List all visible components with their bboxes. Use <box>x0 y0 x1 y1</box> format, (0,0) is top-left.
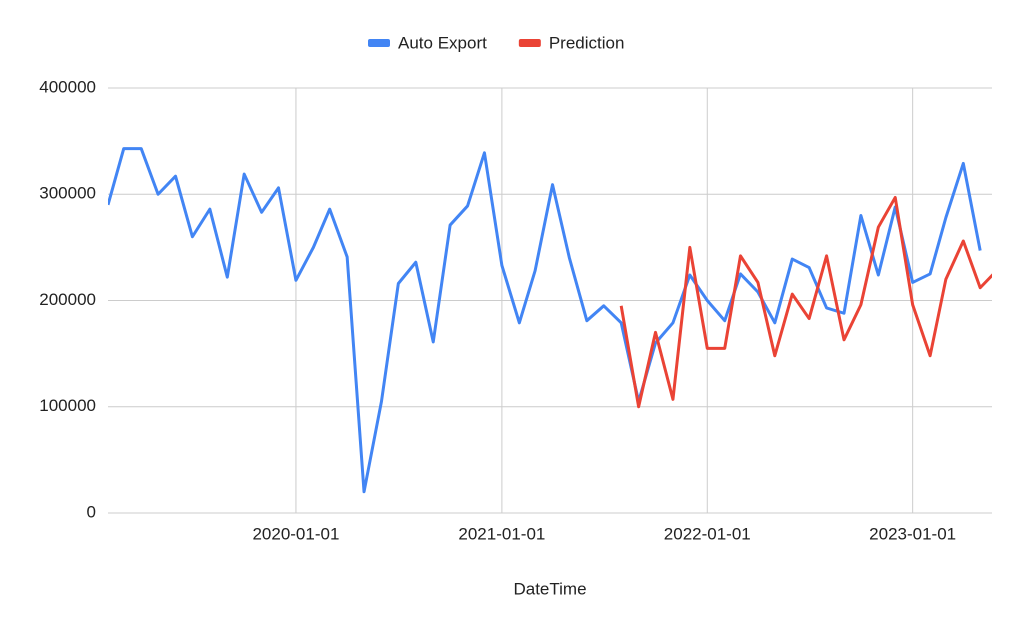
series-line <box>619 195 992 409</box>
legend-label: Prediction <box>549 33 625 52</box>
x-tick-label: 2021-01-01 <box>458 524 545 543</box>
plot-area <box>108 147 992 494</box>
y-tick-label: 0 <box>87 502 96 521</box>
legend-swatch <box>518 39 541 47</box>
y-tick-label: 400000 <box>39 77 96 96</box>
x-tick-label: 2022-01-01 <box>664 524 751 543</box>
series-line <box>108 147 982 494</box>
legend-swatch <box>368 39 390 47</box>
legend: Auto Export Prediction <box>368 33 624 52</box>
y-tick-label: 300000 <box>39 184 96 203</box>
legend-label: Auto Export <box>398 33 487 52</box>
y-tick-label: 100000 <box>39 396 96 415</box>
x-tick-label: 2023-01-01 <box>869 524 956 543</box>
x-tick-label: 2020-01-01 <box>252 524 339 543</box>
x-axis-title: DateTime <box>513 579 586 598</box>
y-tick-label: 200000 <box>39 290 96 309</box>
